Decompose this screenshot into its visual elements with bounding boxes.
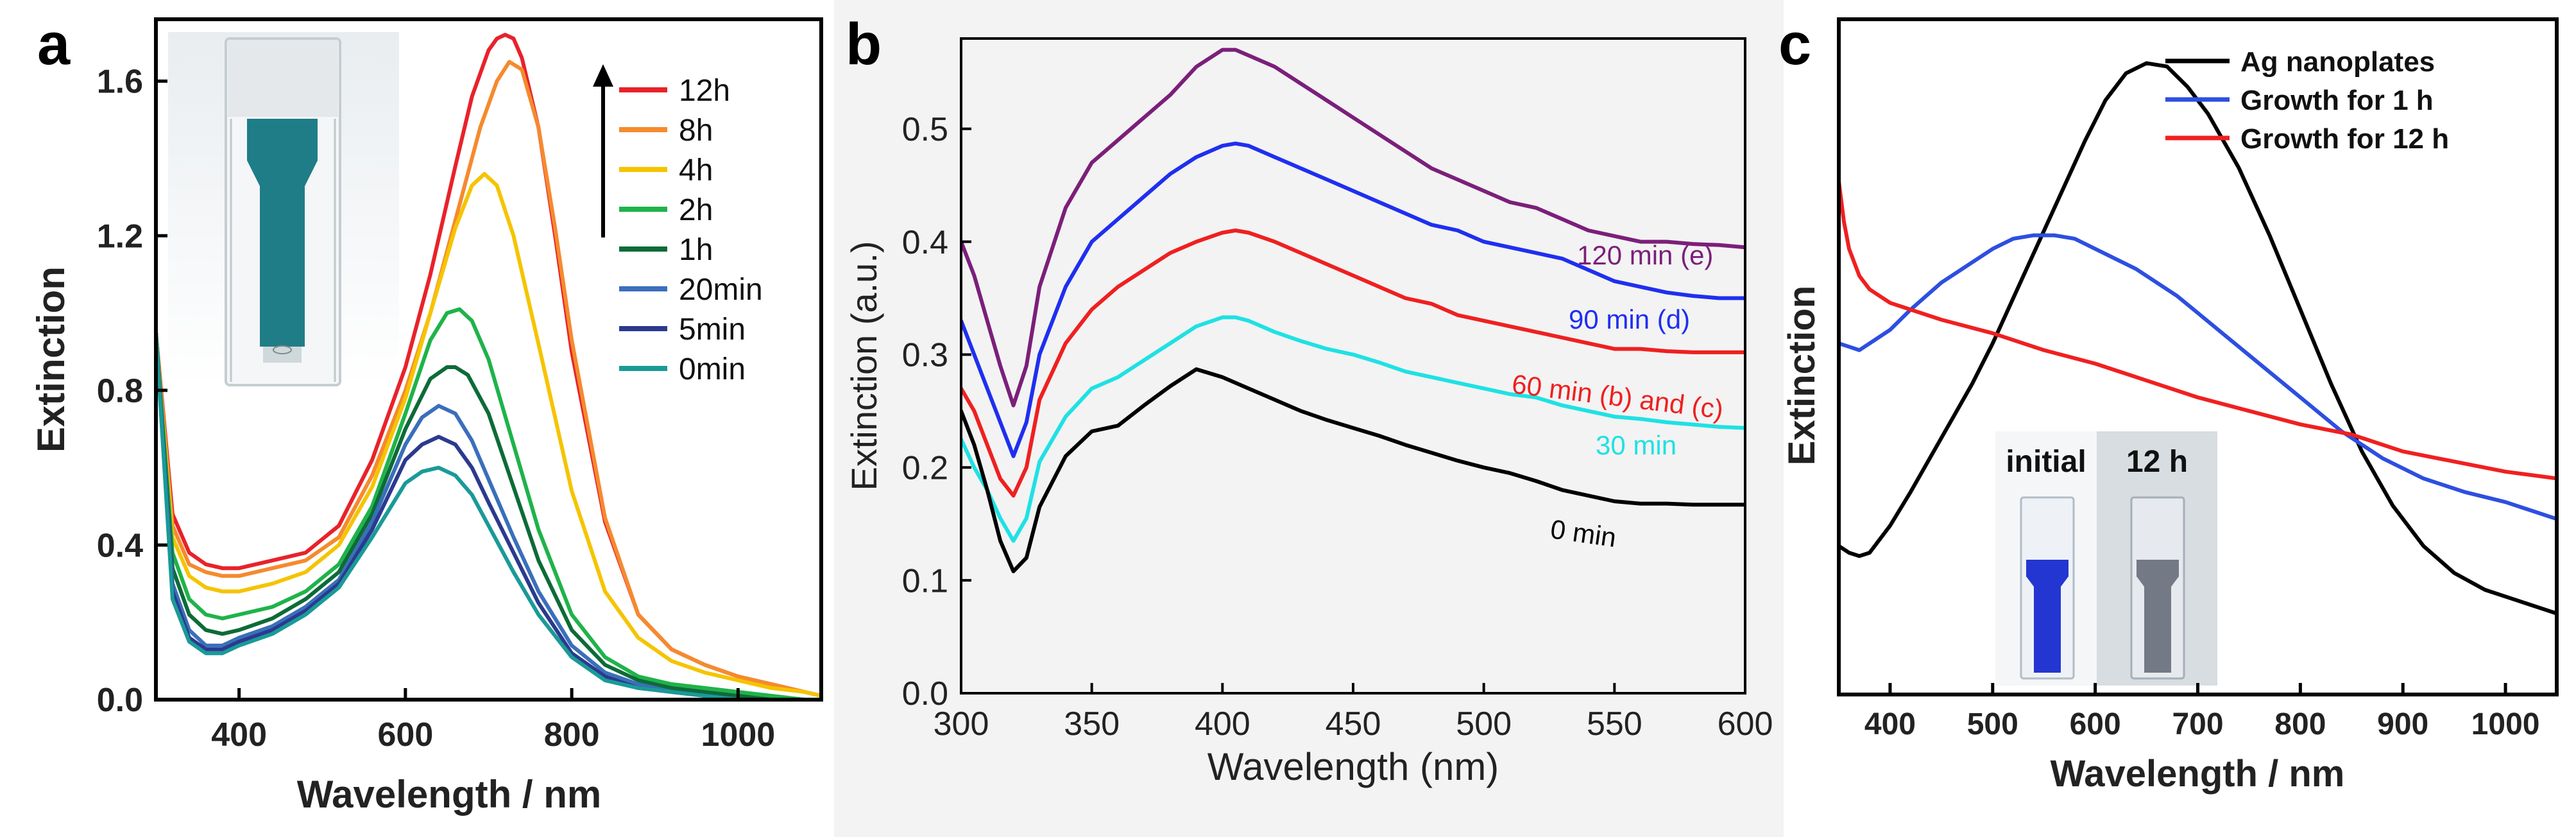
panel-b-x-label: Wavelength (nm): [1207, 745, 1499, 788]
panel-a-y-tick-label: 0.4: [97, 527, 143, 564]
panel-b-x-tick-label: 500: [1456, 705, 1512, 743]
panel-b-y-tick-label: 0.5: [902, 111, 948, 148]
panel-b-series-90-min-d: [961, 141, 1745, 458]
panel-label-b: b: [846, 12, 882, 77]
panel-b-series-120-min-e: [961, 47, 1745, 408]
panel-c-inset-photo: initial 12 h: [1995, 431, 2217, 686]
panel-a-inset-photo: [168, 32, 399, 388]
panel-a-frame: [154, 17, 823, 702]
legend-label-5min: 5min: [679, 313, 746, 347]
panel-c-y-label: Extinction: [1781, 286, 1823, 465]
panel-b: b 300 350 400 450 500 550 600 0.0 0.1 0.2 0.3 0.4 0.…: [834, 0, 1784, 837]
panel-a-y-tick-label: 1.2: [97, 218, 143, 255]
panel-c-series-growth-for-1-h: [1839, 233, 2557, 521]
panel-c: c initial 12 h 400 500 600 700 800 900 1000 Wa…: [1778, 12, 2559, 795]
panel-a-series-4h: [156, 171, 821, 698]
panel-c-x-tick-label: 700: [2172, 707, 2223, 741]
panel-c-x-tick-label: 900: [2377, 707, 2428, 741]
panel-c-series-ag-nanoplates: [1839, 61, 2557, 616]
panel-b-y-tick-label: 0.3: [902, 337, 948, 374]
legend-label-ag-nanoplates: Ag nanoplates: [2240, 46, 2435, 78]
panel-c-curves: [1839, 61, 2557, 616]
legend-label-1h: 1h: [679, 233, 713, 267]
panel-a-series-2h: [156, 307, 821, 700]
panel-a-x-tick-label: 1000: [701, 716, 776, 754]
panel-a-series-0min: [156, 330, 821, 700]
panel-b-ticks: 300 350 400 450 500 550 600 0.0 0.1 0.2 0.3 0.4 0.5: [902, 111, 1773, 743]
panel-b-series-30-min: [961, 315, 1745, 543]
panel-c-x-label: Wavelength / nm: [2051, 753, 2345, 795]
panel-a-legend: 12h 8h 4h 2h 1h 20min 5min 0min: [593, 64, 763, 386]
inset-label-12h: 12 h: [2126, 445, 2188, 479]
panel-b-y-tick-label: 0.2: [902, 449, 948, 487]
inset-label-initial: initial: [2006, 445, 2086, 479]
panel-b-label-120-min-e: 120 min (e): [1577, 240, 1713, 270]
panel-a-x-tick-label: 800: [544, 716, 600, 754]
legend-label-20min: 20min: [679, 273, 763, 307]
panel-label-a: a: [37, 12, 71, 77]
panel-a-x-tick-label: 600: [377, 716, 433, 754]
legend-label-2h: 2h: [679, 193, 713, 227]
panel-a-curves: [156, 33, 821, 700]
panel-b-y-tick-label: 0.0: [902, 675, 948, 712]
panel-b-x-tick-label: 300: [934, 705, 989, 743]
panel-a-series-1h: [156, 330, 821, 700]
panel-c-x-tick-label: 600: [2070, 707, 2121, 741]
panel-b-x-tick-label: 550: [1587, 705, 1642, 743]
panel-a-y-tick-label: 0.0: [97, 682, 143, 719]
panel-c-x-tick-label: 1000: [2471, 707, 2540, 741]
legend-label-growth-for-1-h: Growth for 1 h: [2240, 85, 2434, 116]
legend-label-8h: 8h: [679, 114, 713, 148]
panel-b-y-tick-label: 0.1: [902, 562, 948, 600]
legend-arrow-up-icon: [593, 64, 613, 87]
panel-b-y-tick-label: 0.4: [902, 224, 948, 261]
legend-label-0min: 0min: [679, 352, 746, 386]
panel-b-x-tick-label: 450: [1326, 705, 1381, 743]
panel-b-series-60-min-b-and-c: [961, 229, 1745, 498]
panel-b-x-tick-label: 350: [1064, 705, 1120, 743]
panel-c-legend: Ag nanoplates Growth for 1 h Growth for 12…: [2165, 46, 2449, 155]
panel-a-series-8h: [156, 60, 821, 698]
panel-a: a 400 600 800 1000 0.0 0.4 0.8 1.2 1.6 Wavelengt…: [30, 12, 823, 816]
panel-b-series-0-min: [961, 367, 1745, 574]
legend-label-4h: 4h: [679, 153, 713, 187]
panel-c-ticks: 400 500 600 700 800 900 1000: [1864, 683, 2540, 741]
panel-a-x-label: Wavelength / nm: [297, 773, 602, 816]
panel-b-x-tick-label: 400: [1195, 705, 1250, 743]
panel-a-x-tick-label: 400: [211, 716, 267, 754]
legend-label-growth-for-12-h: Growth for 12 h: [2240, 123, 2449, 155]
panel-c-series-growth-for-12-h: [1839, 179, 2557, 481]
panel-b-y-label: Extinction (a.u.): [844, 241, 884, 490]
panel-b-label-90-min-d: 90 min (d): [1569, 304, 1690, 334]
panel-b-curves: [961, 47, 1745, 574]
panel-a-y-label: Extinction: [30, 266, 73, 453]
panel-a-y-tick-label: 1.6: [97, 64, 143, 101]
panel-b-label-30-min: 30 min: [1596, 430, 1676, 460]
panel-a-ticks: 400 600 800 1000 0.0 0.4 0.8 1.2 1.6: [97, 64, 776, 754]
panel-c-x-tick-label: 400: [1864, 707, 1916, 741]
panel-b-x-tick-label: 600: [1718, 705, 1773, 743]
panel-c-x-tick-label: 500: [1967, 707, 2018, 741]
legend-label-12h: 12h: [679, 74, 730, 108]
panel-c-x-tick-label: 800: [2274, 707, 2326, 741]
panel-label-c: c: [1778, 12, 1811, 77]
panel-a-y-tick-label: 0.8: [97, 372, 143, 410]
